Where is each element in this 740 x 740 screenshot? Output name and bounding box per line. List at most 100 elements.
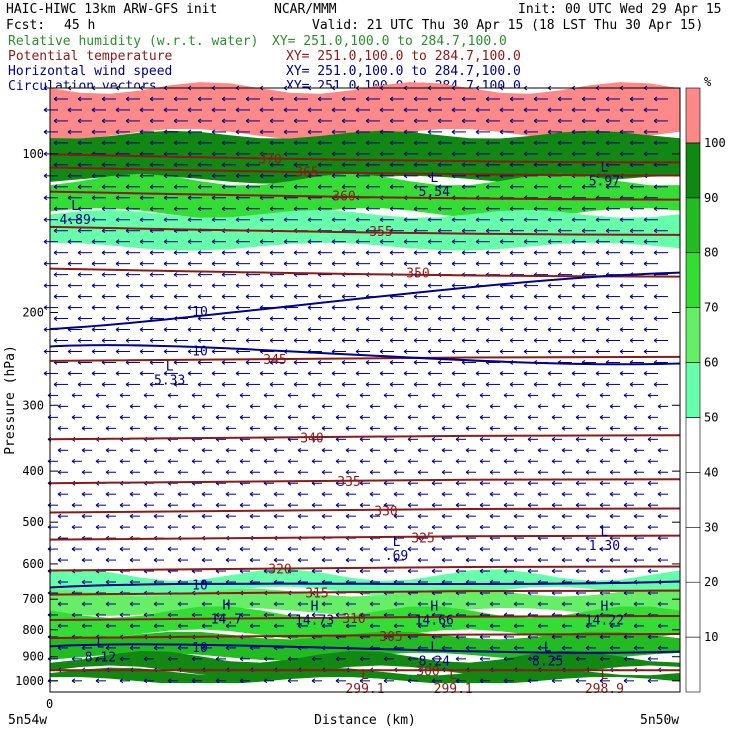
vector-head xyxy=(167,414,172,420)
vector-head xyxy=(503,436,508,442)
vector-head xyxy=(431,414,436,420)
vector-head xyxy=(235,239,240,245)
vector-head xyxy=(263,678,268,684)
vector-head xyxy=(297,447,302,453)
vector-head xyxy=(413,382,418,387)
extremum-type: L xyxy=(361,668,369,683)
vector-head xyxy=(95,414,100,420)
vector-head xyxy=(355,305,360,310)
vector-head xyxy=(235,129,240,135)
vector-head xyxy=(163,195,168,201)
vector-head xyxy=(293,184,298,190)
vector-head xyxy=(197,184,202,190)
vector-head xyxy=(379,173,384,179)
vector-head xyxy=(509,206,514,212)
vector-head xyxy=(557,338,562,343)
vector-head xyxy=(455,458,460,464)
vector-head xyxy=(143,392,148,398)
vector-head xyxy=(599,546,604,552)
vector-head xyxy=(465,469,470,475)
vector-head xyxy=(101,206,106,212)
vector-head xyxy=(81,579,86,585)
vector-head xyxy=(331,217,336,223)
vector-head xyxy=(379,239,384,245)
vector-head xyxy=(95,458,100,464)
vector-head xyxy=(509,382,514,387)
vector-head xyxy=(269,96,274,102)
vector-head xyxy=(119,656,124,662)
vector-head xyxy=(101,96,106,102)
colorbar-segment xyxy=(685,636,701,693)
vector-head xyxy=(485,96,490,102)
wind-label: 10 xyxy=(192,579,208,594)
field-xy: XY= 251.0,100.0 to 284.7,100.0 xyxy=(286,64,521,79)
vector-head xyxy=(455,568,460,574)
vector-head xyxy=(551,656,556,662)
vector-head xyxy=(523,305,528,310)
vector-head xyxy=(461,96,466,102)
vector-head xyxy=(239,656,244,662)
vector-head xyxy=(355,107,360,113)
vector-head xyxy=(479,414,484,420)
vector-head xyxy=(115,217,120,223)
vector-head xyxy=(71,524,76,530)
vector-head xyxy=(77,294,82,300)
vector-head xyxy=(215,678,220,684)
vector-head xyxy=(43,217,48,223)
vector-head xyxy=(317,184,322,190)
vector-head xyxy=(297,469,302,475)
vector-head xyxy=(335,392,340,398)
vector-head xyxy=(359,546,364,552)
vector-head xyxy=(355,349,360,354)
vector-head xyxy=(585,491,590,497)
vector-head xyxy=(383,678,388,684)
vector-head xyxy=(437,360,442,365)
vector-head xyxy=(211,195,216,201)
vector-head xyxy=(239,678,244,684)
below-ground xyxy=(50,683,680,692)
vector-head xyxy=(547,217,552,223)
vector-head xyxy=(249,425,254,431)
vector-head xyxy=(359,656,364,662)
vector-head xyxy=(317,140,322,146)
vector-head xyxy=(595,261,600,267)
vector-head xyxy=(355,371,360,376)
vector-head xyxy=(163,129,168,135)
vector-head xyxy=(259,151,264,157)
vector-head xyxy=(67,129,72,135)
vector-head xyxy=(523,283,528,289)
vector-head xyxy=(557,316,562,321)
vector-head xyxy=(461,162,466,168)
vector-head xyxy=(221,316,226,321)
vector-head xyxy=(101,382,106,387)
vector-head xyxy=(479,458,484,464)
vector-head xyxy=(341,338,346,343)
vector-head xyxy=(215,392,220,398)
vector-head xyxy=(379,151,384,157)
vector-head xyxy=(509,316,514,321)
vector-head xyxy=(599,414,604,420)
vector-head xyxy=(451,371,456,376)
x-origin-label: 0 xyxy=(46,697,53,711)
vector-head xyxy=(513,601,518,607)
vector-head xyxy=(557,184,562,190)
vector-head xyxy=(653,96,658,102)
vector-head xyxy=(341,96,346,102)
wind-line xyxy=(49,643,681,654)
theta-label: 335 xyxy=(337,475,360,490)
vector-head xyxy=(115,327,120,332)
vector-head xyxy=(211,151,216,157)
vector-head xyxy=(235,327,240,332)
vector-head xyxy=(379,371,384,376)
vector-head xyxy=(341,382,346,387)
vector-head xyxy=(235,151,240,157)
vector-head xyxy=(499,239,504,245)
theta-contours: 370 365 360 355 350 345 340 335 330 325 320 315 310 3… xyxy=(49,152,681,679)
vector-head xyxy=(53,228,58,234)
vector-head xyxy=(293,382,298,387)
vector-head xyxy=(269,360,274,365)
vector-head xyxy=(259,371,264,376)
vector-head xyxy=(149,118,154,124)
vector-head xyxy=(341,140,346,146)
vector-head xyxy=(561,513,566,519)
